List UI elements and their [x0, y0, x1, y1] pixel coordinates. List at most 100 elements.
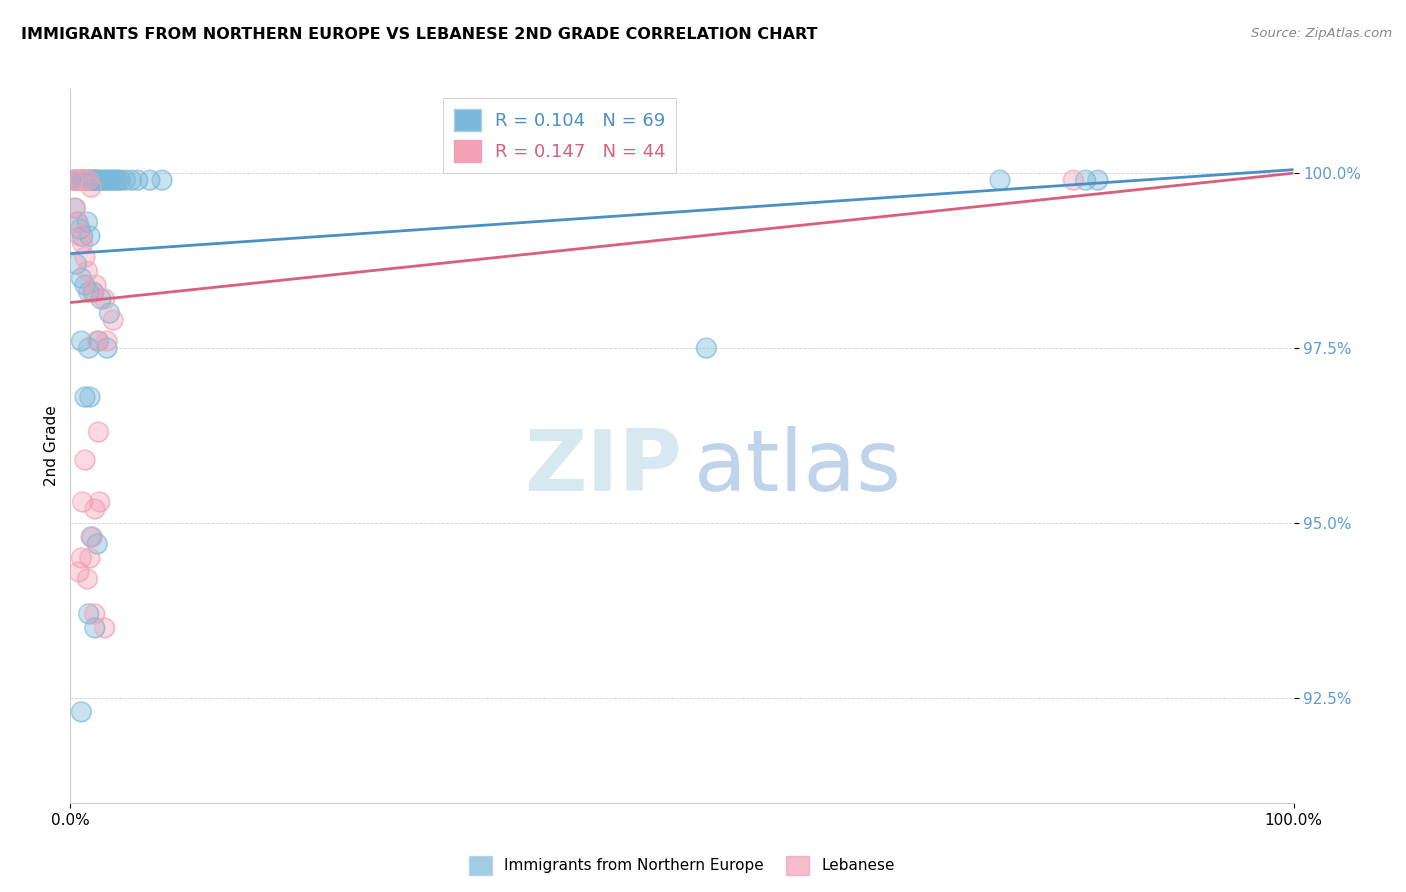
Point: [83, 285, 105, 299]
Point: [69, 222, 91, 236]
Point: [87, 425, 110, 439]
Point: [69, 229, 91, 244]
Point: [84, 173, 107, 187]
Point: [63, 173, 86, 187]
Point: [86, 334, 108, 348]
Point: [83, 621, 105, 635]
Point: [73, 173, 96, 187]
Point: [66, 215, 89, 229]
Point: [82, 285, 104, 299]
Point: [87, 173, 110, 187]
Point: [1087, 173, 1109, 187]
Point: [72, 236, 94, 251]
Point: [76, 173, 98, 187]
Point: [72, 173, 94, 187]
Point: [77, 173, 100, 187]
Point: [83, 173, 105, 187]
Point: [96, 334, 118, 348]
Point: [76, 215, 98, 229]
Point: [62, 173, 84, 187]
Point: [70, 271, 93, 285]
Point: [69, 222, 91, 236]
Point: [75, 173, 97, 187]
Point: [96, 341, 118, 355]
Point: [80, 180, 103, 194]
Point: [86, 334, 108, 348]
Point: [150, 173, 173, 187]
Point: [79, 173, 101, 187]
Point: [70, 334, 93, 348]
Point: [73, 173, 96, 187]
Point: [91, 173, 114, 187]
Point: [96, 341, 118, 355]
Point: [79, 390, 101, 404]
Point: [70, 271, 93, 285]
Point: [73, 390, 96, 404]
Point: [70, 705, 93, 719]
Point: [83, 502, 105, 516]
Point: [67, 565, 90, 579]
Point: [101, 313, 124, 327]
Point: [72, 495, 94, 509]
Point: [77, 341, 100, 355]
Point: [77, 173, 100, 187]
Point: [87, 334, 110, 348]
Point: [73, 453, 96, 467]
Point: [70, 173, 93, 187]
Point: [63, 173, 86, 187]
Point: [90, 292, 112, 306]
Point: [83, 607, 105, 621]
Point: [150, 173, 173, 187]
Point: [94, 173, 117, 187]
Point: [72, 229, 94, 244]
Point: [1087, 173, 1109, 187]
Point: [62, 173, 84, 187]
Point: [82, 530, 104, 544]
Point: [73, 173, 96, 187]
Point: [70, 334, 93, 348]
Point: [80, 173, 103, 187]
Point: [97, 173, 120, 187]
Point: [76, 264, 98, 278]
Point: [80, 173, 103, 187]
Point: [1074, 173, 1097, 187]
Point: [76, 264, 98, 278]
Point: [65, 173, 87, 187]
Point: [695, 341, 717, 355]
Point: [89, 495, 111, 509]
Point: [69, 229, 91, 244]
Point: [63, 201, 86, 215]
Point: [86, 173, 108, 187]
Point: [70, 705, 93, 719]
Point: [67, 173, 90, 187]
Point: [65, 257, 87, 271]
Point: [67, 565, 90, 579]
Point: [139, 173, 162, 187]
Point: [79, 390, 101, 404]
Point: [63, 201, 86, 215]
Point: [67, 173, 90, 187]
Point: [84, 173, 107, 187]
Point: [80, 530, 103, 544]
Text: IMMIGRANTS FROM NORTHERN EUROPE VS LEBANESE 2ND GRADE CORRELATION CHART: IMMIGRANTS FROM NORTHERN EUROPE VS LEBAN…: [21, 27, 818, 42]
Point: [67, 173, 90, 187]
Point: [100, 173, 122, 187]
Point: [72, 236, 94, 251]
Point: [1074, 173, 1097, 187]
Point: [114, 173, 136, 187]
Point: [114, 173, 136, 187]
Point: [79, 229, 101, 244]
Point: [121, 173, 143, 187]
Point: [82, 285, 104, 299]
Point: [77, 173, 100, 187]
Point: [77, 285, 100, 299]
Point: [101, 313, 124, 327]
Legend: Immigrants from Northern Europe, Lebanese: Immigrants from Northern Europe, Lebanes…: [463, 850, 901, 880]
Point: [988, 173, 1011, 187]
Point: [83, 621, 105, 635]
Point: [93, 292, 115, 306]
Point: [77, 285, 100, 299]
Point: [127, 173, 149, 187]
Point: [79, 173, 101, 187]
Point: [86, 537, 108, 551]
